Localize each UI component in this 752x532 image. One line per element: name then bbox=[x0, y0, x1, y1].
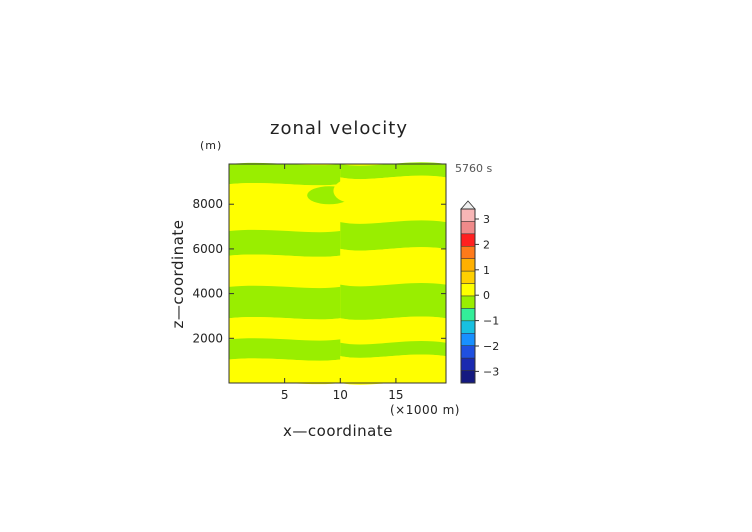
contour-band-left bbox=[229, 358, 341, 385]
contour-band-left bbox=[229, 162, 341, 186]
colorbar-swatch bbox=[460, 270, 476, 284]
colorbar-swatch bbox=[460, 283, 476, 297]
chart-title: zonal velocity bbox=[270, 118, 408, 139]
y-tick-label: 2000 bbox=[192, 331, 223, 345]
contour-band-left bbox=[229, 338, 341, 361]
colorbar-swatch bbox=[460, 233, 476, 247]
y-tick-label: 6000 bbox=[192, 242, 223, 256]
contour-band-left bbox=[229, 229, 341, 257]
units-label: (m) bbox=[200, 139, 222, 152]
colorbar-tick-label: 0 bbox=[483, 289, 490, 302]
plot-frame bbox=[228, 163, 447, 384]
colorbar-tick-label: 1 bbox=[483, 264, 490, 277]
contour-band-right bbox=[340, 220, 446, 251]
colorbar-swatch bbox=[460, 208, 476, 222]
contour-band-left bbox=[229, 285, 341, 320]
colorbar-swatch bbox=[460, 308, 476, 322]
y-axis-ticks: 2000 4000 6000 8000 bbox=[192, 197, 446, 345]
contour-cell bbox=[333, 178, 370, 203]
colorbar-swatch bbox=[460, 370, 476, 384]
contour-band-left bbox=[229, 317, 341, 341]
colorbar-tick-label: −2 bbox=[483, 340, 499, 353]
colorbar bbox=[460, 200, 476, 384]
contour-band-left bbox=[229, 254, 341, 289]
x-axis-label: x—coordinate bbox=[283, 422, 393, 440]
colorbar-extend-arrow bbox=[460, 200, 476, 210]
contour-band-right bbox=[340, 354, 446, 385]
y-tick-label: 4000 bbox=[192, 287, 223, 301]
colorbar-ticks: 3 2 1 0 −1 −2 −3 bbox=[475, 213, 499, 378]
contour-field bbox=[229, 162, 446, 385]
y-axis-label: z—coordinate bbox=[169, 220, 187, 329]
colorbar-swatch bbox=[460, 345, 476, 359]
time-label: 5760 s bbox=[455, 162, 492, 175]
colorbar-frame bbox=[460, 208, 476, 384]
colorbar-swatch bbox=[460, 320, 476, 334]
colorbar-tick-label: 3 bbox=[483, 213, 490, 226]
x-axis-ticks: 5 10 15 bbox=[281, 164, 404, 402]
colorbar-tick-label: 2 bbox=[483, 238, 490, 251]
colorbar-swatch bbox=[460, 258, 476, 272]
y-tick-label: 8000 bbox=[192, 197, 223, 211]
colorbar-swatch bbox=[460, 357, 476, 371]
colorbar-swatch bbox=[460, 221, 476, 235]
contour-band-right bbox=[340, 341, 446, 358]
x-tick-label: 15 bbox=[388, 388, 403, 402]
contour-band-right bbox=[340, 316, 446, 345]
contour-band-right bbox=[340, 247, 446, 287]
x-tick-label: 5 bbox=[281, 388, 289, 402]
colorbar-swatch bbox=[460, 295, 476, 309]
contour-band-right bbox=[340, 282, 446, 320]
x-tick-label: 10 bbox=[333, 388, 348, 402]
x-axis-units: (×1000 m) bbox=[390, 403, 460, 417]
colorbar-swatch bbox=[460, 246, 476, 259]
colorbar-swatch bbox=[460, 333, 476, 346]
colorbar-tick-label: −3 bbox=[483, 365, 499, 378]
contour-band-right bbox=[340, 162, 446, 180]
colorbar-tick-label: −1 bbox=[483, 315, 499, 328]
